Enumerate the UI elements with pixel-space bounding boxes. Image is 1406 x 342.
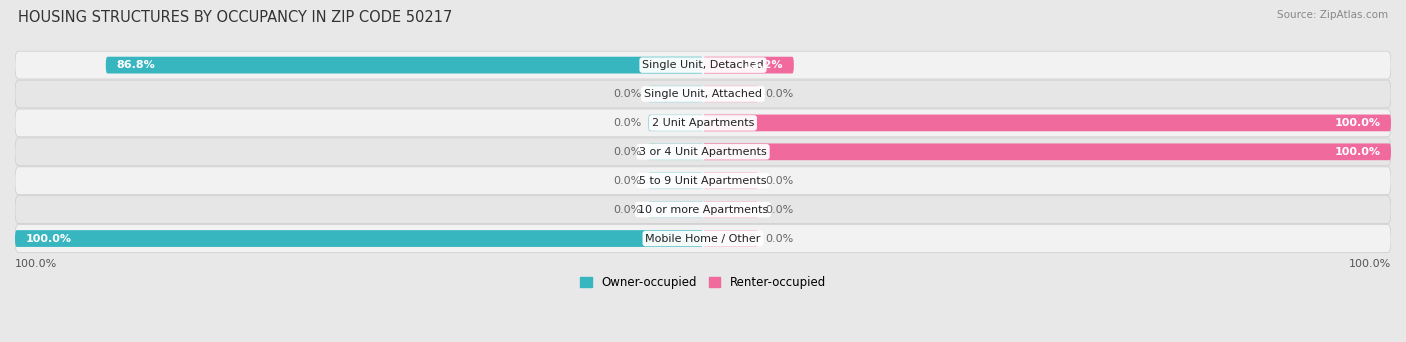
FancyBboxPatch shape <box>15 225 1391 252</box>
FancyBboxPatch shape <box>105 57 703 74</box>
FancyBboxPatch shape <box>703 86 758 102</box>
FancyBboxPatch shape <box>15 230 703 247</box>
FancyBboxPatch shape <box>15 51 1391 79</box>
Text: 0.0%: 0.0% <box>613 176 641 186</box>
Text: Single Unit, Detached: Single Unit, Detached <box>643 60 763 70</box>
Text: Mobile Home / Other: Mobile Home / Other <box>645 234 761 244</box>
FancyBboxPatch shape <box>648 115 703 131</box>
FancyBboxPatch shape <box>648 201 703 218</box>
FancyBboxPatch shape <box>703 201 758 218</box>
FancyBboxPatch shape <box>648 172 703 189</box>
Text: 2 Unit Apartments: 2 Unit Apartments <box>652 118 754 128</box>
Text: HOUSING STRUCTURES BY OCCUPANCY IN ZIP CODE 50217: HOUSING STRUCTURES BY OCCUPANCY IN ZIP C… <box>18 10 453 25</box>
Text: 100.0%: 100.0% <box>25 234 72 244</box>
FancyBboxPatch shape <box>15 138 1391 166</box>
Text: 0.0%: 0.0% <box>613 89 641 99</box>
FancyBboxPatch shape <box>703 172 758 189</box>
Text: 3 or 4 Unit Apartments: 3 or 4 Unit Apartments <box>640 147 766 157</box>
Text: 0.0%: 0.0% <box>613 205 641 215</box>
FancyBboxPatch shape <box>15 80 1391 108</box>
Text: 100.0%: 100.0% <box>15 259 58 269</box>
Text: 100.0%: 100.0% <box>1348 259 1391 269</box>
Text: 0.0%: 0.0% <box>613 118 641 128</box>
Legend: Owner-occupied, Renter-occupied: Owner-occupied, Renter-occupied <box>575 271 831 294</box>
Text: 0.0%: 0.0% <box>765 89 793 99</box>
Text: 0.0%: 0.0% <box>765 176 793 186</box>
Text: 0.0%: 0.0% <box>613 147 641 157</box>
FancyBboxPatch shape <box>15 167 1391 195</box>
Text: 100.0%: 100.0% <box>1334 147 1381 157</box>
FancyBboxPatch shape <box>703 230 758 247</box>
Text: Source: ZipAtlas.com: Source: ZipAtlas.com <box>1277 10 1388 20</box>
FancyBboxPatch shape <box>703 143 1391 160</box>
Text: Single Unit, Attached: Single Unit, Attached <box>644 89 762 99</box>
FancyBboxPatch shape <box>703 57 794 74</box>
FancyBboxPatch shape <box>15 196 1391 224</box>
Text: 0.0%: 0.0% <box>765 234 793 244</box>
FancyBboxPatch shape <box>703 115 1391 131</box>
Text: 10 or more Apartments: 10 or more Apartments <box>638 205 768 215</box>
FancyBboxPatch shape <box>648 86 703 102</box>
FancyBboxPatch shape <box>15 109 1391 137</box>
Text: 13.2%: 13.2% <box>745 60 783 70</box>
Text: 0.0%: 0.0% <box>765 205 793 215</box>
Text: 86.8%: 86.8% <box>117 60 155 70</box>
Text: 100.0%: 100.0% <box>1334 118 1381 128</box>
Text: 5 to 9 Unit Apartments: 5 to 9 Unit Apartments <box>640 176 766 186</box>
FancyBboxPatch shape <box>648 143 703 160</box>
